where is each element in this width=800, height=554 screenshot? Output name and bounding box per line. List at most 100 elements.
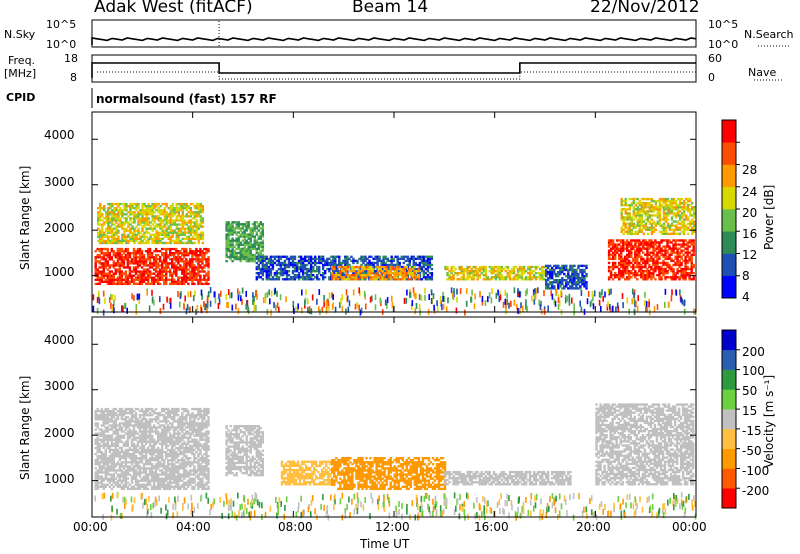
power-echo-cell: [231, 237, 234, 240]
velocity-echo-cell: [96, 481, 99, 484]
velocity-echo-cell: [100, 475, 104, 478]
power-echo-cell: [670, 278, 673, 281]
nsky-tick-bottom: 10^0: [46, 38, 77, 51]
velocity-echo-cell: [98, 461, 101, 464]
power-noise-cell: [273, 302, 275, 308]
power-echo-cell: [676, 220, 680, 223]
power-echo-cell: [109, 205, 112, 208]
power-echo-cell: [253, 241, 257, 244]
power-echo-cell: [115, 213, 118, 216]
power-echo-cell: [181, 215, 185, 218]
power-echo-cell: [161, 211, 164, 214]
power-echo-cell: [187, 237, 191, 241]
power-noise-cell: [537, 287, 539, 294]
power-echo-region: [620, 197, 696, 236]
power-noise-cell: [517, 307, 519, 314]
power-echo-cell: [666, 197, 670, 201]
power-echo-cell: [630, 230, 634, 233]
power-echo-cell: [253, 257, 257, 261]
power-echo-cell: [426, 255, 430, 258]
power-echo-cell: [634, 208, 638, 211]
velocity-echo-cell: [98, 477, 101, 480]
power-noise-cell: [345, 289, 348, 296]
power-echo-cell: [191, 270, 194, 273]
power-echo-cell: [630, 220, 634, 223]
power-echo-cell: [113, 213, 116, 216]
power-echo-cell: [122, 278, 126, 281]
power-echo-cell: [678, 276, 681, 279]
power-echo-cell: [553, 270, 556, 274]
power-echo-cell: [565, 281, 568, 284]
power-echo-cell: [203, 256, 206, 259]
power-echo-cell: [389, 274, 392, 277]
power-noise-cell: [590, 299, 593, 306]
power-echo-cell: [149, 213, 152, 216]
power-echo-cell: [247, 225, 250, 228]
power-echo-cell: [642, 212, 646, 215]
power-echo-cell: [233, 227, 236, 230]
power-echo-cell: [156, 278, 160, 281]
power-noise-cell: [245, 290, 247, 297]
power-echo-cell: [666, 255, 669, 258]
power-echo-cell: [108, 252, 112, 255]
power-echo-cell: [247, 243, 250, 246]
power-echo-cell: [167, 225, 170, 228]
power-echo-cell: [626, 267, 629, 271]
power-echo-cell: [607, 278, 611, 281]
power-echo-cell: [156, 254, 160, 257]
power-echo-cell: [235, 227, 238, 230]
power-echo-cell: [382, 263, 385, 267]
power-echo-cell: [634, 253, 637, 256]
power-echo-cell: [148, 272, 152, 275]
power-echo-cell: [656, 245, 659, 248]
power-echo-cell: [628, 204, 632, 207]
power-echo-cell: [165, 276, 168, 279]
power-echo-cell: [658, 220, 662, 223]
power-echo-cell: [360, 257, 363, 261]
power-echo-cell: [571, 277, 574, 280]
power-echo-cell: [607, 257, 611, 261]
power-echo-cell: [504, 276, 508, 279]
power-echo-cell: [555, 279, 558, 282]
power-echo-cell: [191, 202, 195, 206]
power-echo-cell: [547, 287, 550, 290]
power-echo-cell: [130, 274, 134, 277]
power-echo-cell: [632, 224, 636, 227]
power-noise-cell: [305, 289, 307, 296]
power-echo-cell: [318, 272, 321, 275]
power-echo-cell: [545, 268, 548, 272]
power-echo-cell: [167, 264, 170, 267]
power-echo-cell: [345, 272, 348, 275]
power-echo-cell: [279, 272, 283, 275]
power-echo-cell: [402, 257, 406, 261]
power-echo-cell: [239, 235, 242, 238]
power-echo-cell: [195, 254, 198, 257]
power-noise-cell: [185, 308, 188, 315]
power-echo-cell: [682, 253, 685, 256]
power-echo-cell: [241, 239, 244, 242]
power-echo-cell: [107, 241, 110, 245]
power-echo-cell: [97, 231, 100, 234]
power-echo-cell: [185, 272, 188, 275]
power-noise-cell: [465, 300, 468, 307]
power-echo-cell: [193, 258, 196, 261]
power-echo-cell: [666, 214, 670, 217]
power-echo-cell: [638, 218, 642, 221]
power-echo-cell: [567, 283, 570, 286]
power-echo-cell: [646, 228, 650, 231]
power-echo-cell: [618, 278, 621, 281]
power-echo-cell: [114, 282, 118, 286]
velocity-echo-cell: [106, 471, 110, 474]
power-echo-cell: [163, 254, 166, 257]
power-echo-cell: [124, 250, 128, 253]
power-echo-cell: [171, 258, 174, 261]
power-echo-cell: [131, 205, 134, 208]
power-echo-cell: [241, 251, 244, 255]
power-echo-cell: [626, 230, 629, 233]
power-echo-cell: [339, 272, 342, 275]
power-noise-cell: [600, 305, 602, 312]
power-echo-cell: [154, 258, 158, 261]
power-echo-cell: [626, 247, 629, 250]
power-echo-cell: [154, 250, 158, 253]
power-echo-cell: [181, 233, 185, 236]
